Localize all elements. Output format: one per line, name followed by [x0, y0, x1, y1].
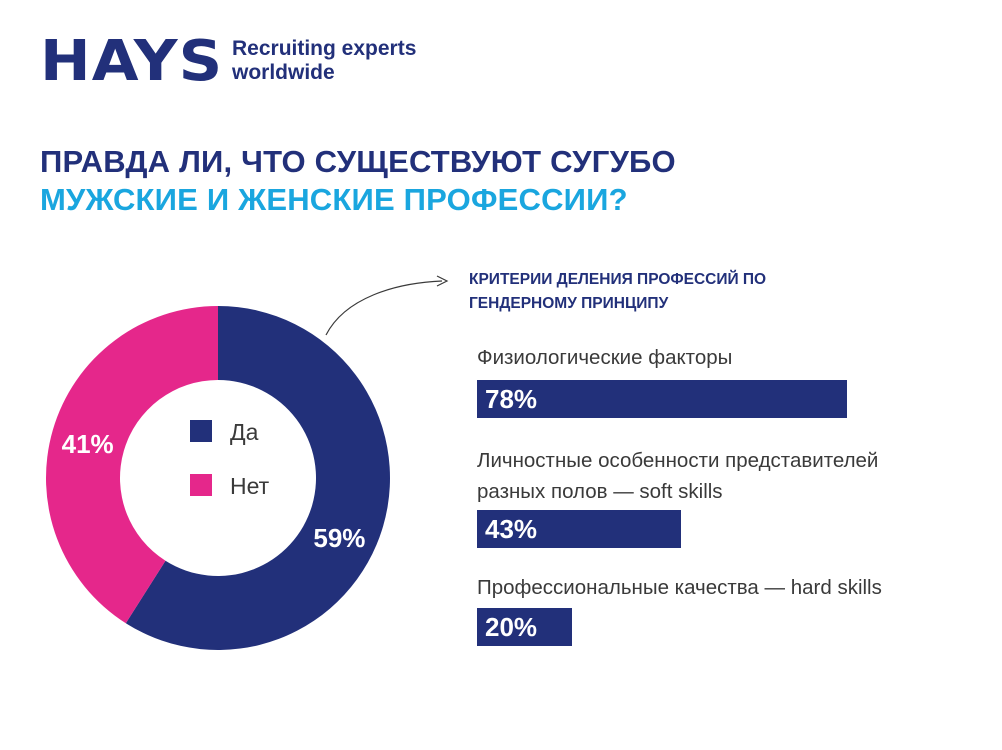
donut-slice-label-2: 41% — [62, 429, 114, 459]
tagline-line-2: worldwide — [232, 61, 335, 84]
criterion-label-1-line-1: Физиологические факторы — [477, 346, 733, 369]
legend-swatch-1 — [190, 420, 212, 442]
criterion-bar-value-1: 78% — [485, 384, 538, 414]
criterion-label-1: Физиологические факторы — [477, 342, 732, 373]
criterion-bar-value-2: 43% — [485, 514, 538, 544]
tagline-line-1: Recruiting experts — [232, 37, 417, 60]
criteria-title-line-1: КРИТЕРИИ ДЕЛЕНИЯ ПРОФЕССИЙ ПО — [469, 271, 767, 288]
donut-slice-2 — [46, 306, 218, 624]
criterion-label-3-line-1: Профессиональные качества — hard skills — [477, 576, 882, 599]
criteria-title: КРИТЕРИИ ДЕЛЕНИЯ ПРОФЕССИЙ ПО ГЕНДЕРНОМУ… — [469, 268, 766, 316]
tagline: Recruiting experts worldwide — [232, 37, 416, 85]
legend-label-2: Нет — [230, 473, 270, 499]
donut-chart: 59% 41% Да Нет — [46, 306, 391, 650]
legend-label-1: Да — [230, 419, 259, 445]
page-title-line-1: ПРАВДА ЛИ, ЧТО СУЩЕСТВУЮТ СУГУБО — [40, 144, 676, 179]
criterion-bar-2: 43% — [477, 510, 681, 548]
donut-slice-1 — [125, 306, 391, 650]
criterion-bar-value-3: 20% — [485, 612, 538, 642]
criterion-label-3: Профессиональные качества — hard skills — [477, 572, 882, 603]
criterion-label-2-line-2: разных полов — soft skills — [477, 480, 723, 503]
legend-swatch-2 — [190, 474, 212, 496]
criterion-bar-1: 78% — [477, 380, 847, 418]
hays-logo: HAYS — [40, 29, 224, 94]
donut-slice-label-1: 59% — [313, 523, 365, 553]
criterion-label-2-line-1: Личностные особенности представителей — [477, 449, 879, 472]
criteria-title-line-2: ГЕНДЕРНОМУ ПРИНЦИПУ — [469, 295, 669, 312]
criterion-bar-3: 20% — [477, 608, 572, 646]
page-title-line-2: МУЖСКИЕ И ЖЕНСКИЕ ПРОФЕССИИ? — [40, 182, 628, 217]
criterion-label-2: Личностные особенности представителей раз… — [477, 445, 878, 507]
